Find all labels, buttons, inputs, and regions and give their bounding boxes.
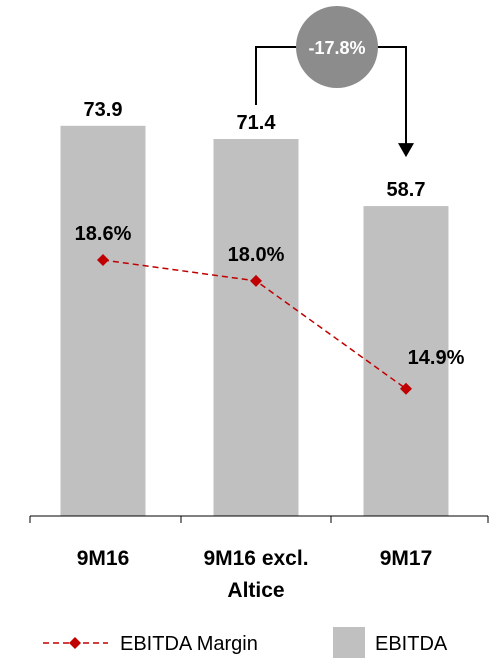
ebitda-margin-label: 14.9%	[408, 347, 465, 369]
category-label: 9M16	[77, 547, 130, 570]
change-bracket-left	[255, 46, 298, 106]
ebitda-bar	[60, 125, 146, 517]
bars-layer	[60, 125, 449, 517]
ebitda-bar	[213, 139, 299, 516]
ebitda-value-label: 73.9	[84, 99, 123, 121]
ebitda-margin-label: 18.0%	[228, 244, 285, 266]
legend-margin-marker	[69, 637, 81, 649]
legend-label-ebitda-margin: EBITDA Margin	[120, 633, 258, 655]
legend: EBITDA Margin EBITDA	[43, 627, 448, 658]
ebitda-bar	[363, 206, 449, 516]
ebitda-margin-label: 18.6%	[75, 223, 132, 245]
ebitda-margin-point	[400, 382, 412, 395]
ebitda-margin-point	[250, 274, 262, 287]
legend-label-ebitda: EBITDA	[375, 633, 448, 655]
change-percentage-label: -17.8%	[308, 38, 365, 58]
ebitda-value-label: 58.7	[387, 179, 426, 201]
ebitda-margin-point	[97, 254, 109, 266]
category-label: 9M16 excl.	[203, 547, 308, 570]
change-bracket-right	[376, 46, 407, 146]
change-annotation: -17.8%	[255, 6, 414, 158]
margin-line-layer	[97, 254, 412, 395]
category-label: 9M17	[380, 547, 433, 570]
change-arrow-head	[398, 143, 414, 158]
category-label: Altice	[227, 579, 284, 602]
legend-ebitda-swatch	[333, 627, 365, 658]
labels-layer: 73.9 71.4 58.7 9M16 9M16 excl. Altice 9M17 18.6…	[75, 99, 465, 602]
change-circle	[296, 6, 378, 88]
x-axis	[29, 515, 489, 523]
ebitda-value-label: 71.4	[237, 112, 277, 134]
